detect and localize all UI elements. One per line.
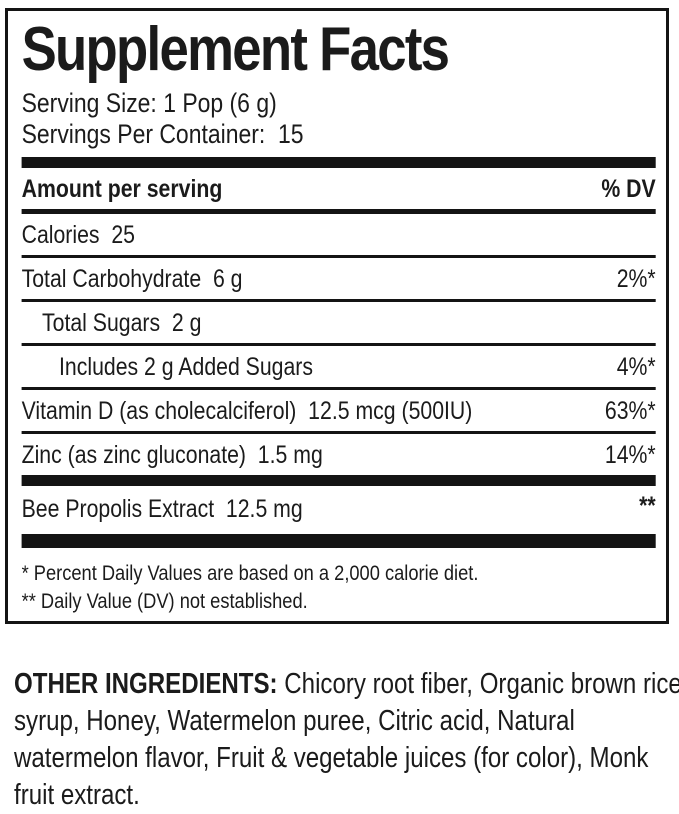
row-label: Includes 2 g Added Sugars <box>59 352 314 381</box>
servings-per-container: Servings Per Container: 15 <box>21 119 304 149</box>
serving-size: Serving Size: 1 Pop (6 g) <box>21 88 277 118</box>
row-total-carbohydrate: Total Carbohydrate 6 g 2%* <box>21 258 656 302</box>
other-ingredients-line-1: OTHER INGREDIENTS: Chicory root fiber, O… <box>14 666 679 703</box>
row-bee-propolis: Bee Propolis Extract 12.5 mg ** <box>22 486 656 534</box>
other-ingredients-text: Chicory root fiber, Organic brown rice <box>277 668 679 700</box>
row-label: Vitamin D (as cholecalciferol) 12.5 mcg … <box>21 396 473 425</box>
row-label: Bee Propolis Extract 12.5 mg <box>21 495 303 523</box>
row-vitamin-d: Vitamin D (as cholecalciferol) 12.5 mcg … <box>21 390 656 434</box>
panel-title: Supplement Facts <box>21 15 450 84</box>
row-calories: Calories 25 <box>21 214 656 258</box>
divider-thick-top <box>21 157 656 168</box>
amount-per-serving-header: Amount per serving <box>21 175 223 203</box>
footnote-dv-not-established: ** Daily Value (DV) not established. <box>21 589 308 613</box>
footnote-daily-values: * Percent Daily Values are based on a 2,… <box>21 561 479 585</box>
row-total-sugars: Total Sugars 2 g <box>21 302 656 346</box>
row-label: Total Sugars 2 g <box>42 308 202 337</box>
footnotes: * Percent Daily Values are based on a 2,… <box>22 559 656 615</box>
row-label: Zinc (as zinc gluconate) 1.5 mg <box>21 440 323 469</box>
row-label: Calories 25 <box>21 220 135 249</box>
column-header-row: Amount per serving % DV <box>21 168 656 214</box>
row-label: Total Carbohydrate 6 g <box>21 264 243 293</box>
row-value: 2%* <box>616 264 656 293</box>
other-ingredients-line-4: fruit extract. <box>14 779 140 811</box>
row-value: ** <box>639 492 656 520</box>
supplement-facts-panel: Supplement Facts Serving Size: 1 Pop (6 … <box>5 8 669 624</box>
row-added-sugars: Includes 2 g Added Sugars 4%* <box>21 346 656 390</box>
serving-info: Serving Size: 1 Pop (6 g) Servings Per C… <box>22 88 656 150</box>
other-ingredients-line-2: syrup, Honey, Watermelon puree, Citric a… <box>14 705 575 737</box>
other-ingredients-heading: OTHER INGREDIENTS: <box>14 668 278 700</box>
other-ingredients: OTHER INGREDIENTS: Chicory root fiber, O… <box>14 666 679 814</box>
row-value: 4%* <box>616 352 656 381</box>
other-ingredients-line-3: watermelon flavor, Fruit & vegetable jui… <box>14 742 649 774</box>
divider-thick-bottom <box>21 534 656 548</box>
percent-dv-header: % DV <box>601 175 656 203</box>
panel-content: Supplement Facts Serving Size: 1 Pop (6 … <box>8 15 666 615</box>
row-value: 14%* <box>604 440 656 469</box>
divider-thick-middle <box>21 475 656 486</box>
row-zinc: Zinc (as zinc gluconate) 1.5 mg 14%* <box>22 434 656 475</box>
row-value: 63%* <box>604 396 656 425</box>
